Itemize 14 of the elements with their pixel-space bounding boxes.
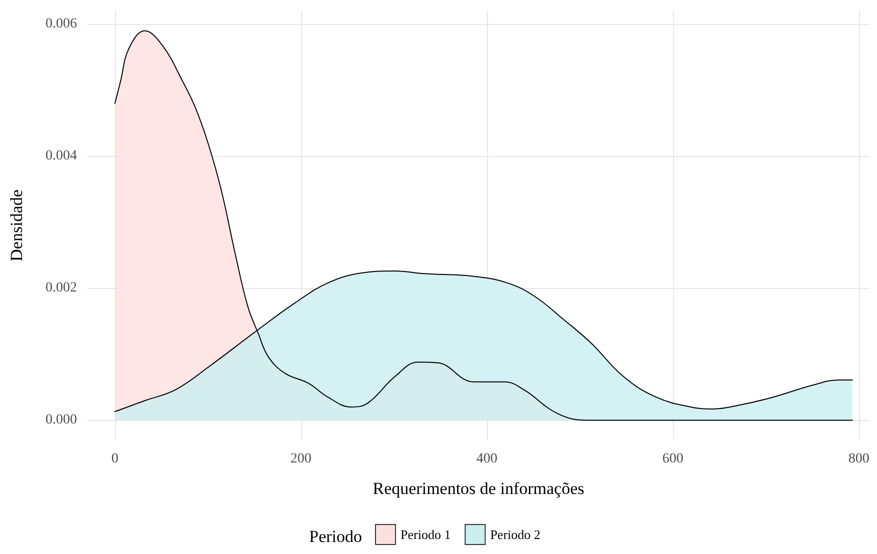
y-axis-title: Densidade [7, 190, 26, 262]
y-tick-label: 0.004 [46, 148, 77, 164]
y-tick-label: 0.002 [46, 280, 77, 296]
legend-title: Periodo [309, 527, 362, 546]
legend-label: Periodo 1 [400, 527, 451, 542]
x-axis-title: Requerimentos de informações [372, 479, 584, 498]
legend-label: Periodo 2 [490, 527, 540, 542]
x-tick-label: 0 [111, 452, 118, 466]
x-tick-label: 600 [662, 452, 684, 466]
y-tick-label: 0.006 [46, 16, 77, 32]
x-tick-label: 200 [290, 452, 312, 466]
x-tick-label: 400 [476, 452, 498, 466]
x-tick-label: 800 [848, 452, 870, 466]
y-tick-label: 0.000 [46, 412, 77, 428]
